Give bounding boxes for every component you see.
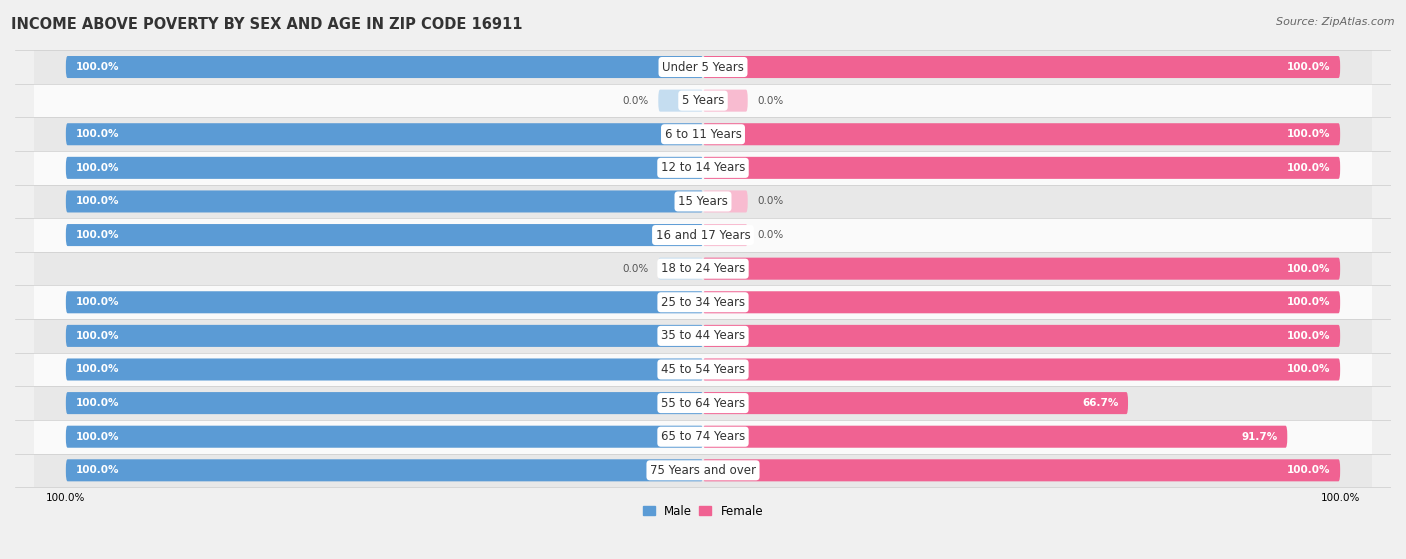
FancyBboxPatch shape [66, 123, 703, 145]
FancyBboxPatch shape [703, 291, 1340, 313]
Text: 100.0%: 100.0% [1286, 129, 1330, 139]
FancyBboxPatch shape [66, 358, 703, 381]
Text: 100.0%: 100.0% [76, 196, 120, 206]
FancyBboxPatch shape [66, 224, 703, 246]
Text: 100.0%: 100.0% [76, 364, 120, 375]
FancyBboxPatch shape [703, 358, 1340, 381]
Text: 65 to 74 Years: 65 to 74 Years [661, 430, 745, 443]
Text: 100.0%: 100.0% [76, 465, 120, 475]
Text: 0.0%: 0.0% [758, 96, 783, 106]
Text: 25 to 34 Years: 25 to 34 Years [661, 296, 745, 309]
FancyBboxPatch shape [703, 258, 1340, 280]
Bar [34, 218, 1372, 252]
Text: 0.0%: 0.0% [623, 96, 648, 106]
FancyBboxPatch shape [703, 123, 1340, 145]
FancyBboxPatch shape [703, 89, 748, 112]
FancyBboxPatch shape [66, 325, 703, 347]
Bar [34, 353, 1372, 386]
Text: 6 to 11 Years: 6 to 11 Years [665, 128, 741, 141]
Text: 100.0%: 100.0% [76, 331, 120, 341]
Text: 100.0%: 100.0% [1286, 331, 1330, 341]
FancyBboxPatch shape [703, 426, 1288, 448]
FancyBboxPatch shape [66, 459, 703, 481]
Text: 0.0%: 0.0% [758, 196, 783, 206]
FancyBboxPatch shape [66, 291, 703, 313]
Text: 15 Years: 15 Years [678, 195, 728, 208]
Text: 100.0%: 100.0% [76, 230, 120, 240]
Bar [34, 286, 1372, 319]
Text: 35 to 44 Years: 35 to 44 Years [661, 329, 745, 343]
Text: Source: ZipAtlas.com: Source: ZipAtlas.com [1277, 17, 1395, 27]
FancyBboxPatch shape [66, 191, 703, 212]
Text: 100.0%: 100.0% [76, 398, 120, 408]
Text: 66.7%: 66.7% [1083, 398, 1118, 408]
FancyBboxPatch shape [703, 191, 748, 212]
FancyBboxPatch shape [703, 56, 1340, 78]
Bar [34, 84, 1372, 117]
Text: 16 and 17 Years: 16 and 17 Years [655, 229, 751, 241]
FancyBboxPatch shape [66, 56, 703, 78]
FancyBboxPatch shape [703, 224, 748, 246]
FancyBboxPatch shape [658, 89, 703, 112]
Text: 0.0%: 0.0% [758, 230, 783, 240]
Text: 100.0%: 100.0% [1286, 62, 1330, 72]
FancyBboxPatch shape [703, 459, 1340, 481]
Bar [34, 319, 1372, 353]
Text: 100.0%: 100.0% [76, 432, 120, 442]
Text: 75 Years and over: 75 Years and over [650, 464, 756, 477]
FancyBboxPatch shape [703, 325, 1340, 347]
Text: 5 Years: 5 Years [682, 94, 724, 107]
Bar [34, 252, 1372, 286]
Text: 100.0%: 100.0% [1286, 465, 1330, 475]
Text: 100.0%: 100.0% [1286, 163, 1330, 173]
Bar [34, 386, 1372, 420]
FancyBboxPatch shape [658, 258, 703, 280]
FancyBboxPatch shape [703, 157, 1340, 179]
Bar [34, 420, 1372, 453]
Bar [34, 453, 1372, 487]
Bar [34, 117, 1372, 151]
Text: 100.0%: 100.0% [76, 163, 120, 173]
Text: 100.0%: 100.0% [1286, 364, 1330, 375]
Text: 100.0%: 100.0% [1286, 297, 1330, 307]
Text: 18 to 24 Years: 18 to 24 Years [661, 262, 745, 275]
Bar [34, 184, 1372, 218]
Text: 12 to 14 Years: 12 to 14 Years [661, 162, 745, 174]
Text: 45 to 54 Years: 45 to 54 Years [661, 363, 745, 376]
Bar [34, 151, 1372, 184]
FancyBboxPatch shape [66, 392, 703, 414]
FancyBboxPatch shape [66, 157, 703, 179]
Text: 100.0%: 100.0% [76, 297, 120, 307]
FancyBboxPatch shape [66, 426, 703, 448]
FancyBboxPatch shape [703, 392, 1128, 414]
Text: 100.0%: 100.0% [76, 129, 120, 139]
Text: 100.0%: 100.0% [76, 62, 120, 72]
Text: Under 5 Years: Under 5 Years [662, 60, 744, 74]
Text: 55 to 64 Years: 55 to 64 Years [661, 396, 745, 410]
Text: INCOME ABOVE POVERTY BY SEX AND AGE IN ZIP CODE 16911: INCOME ABOVE POVERTY BY SEX AND AGE IN Z… [11, 17, 523, 32]
Legend: Male, Female: Male, Female [638, 500, 768, 523]
Text: 100.0%: 100.0% [1286, 264, 1330, 274]
Text: 0.0%: 0.0% [623, 264, 648, 274]
Bar [34, 50, 1372, 84]
Text: 91.7%: 91.7% [1241, 432, 1278, 442]
